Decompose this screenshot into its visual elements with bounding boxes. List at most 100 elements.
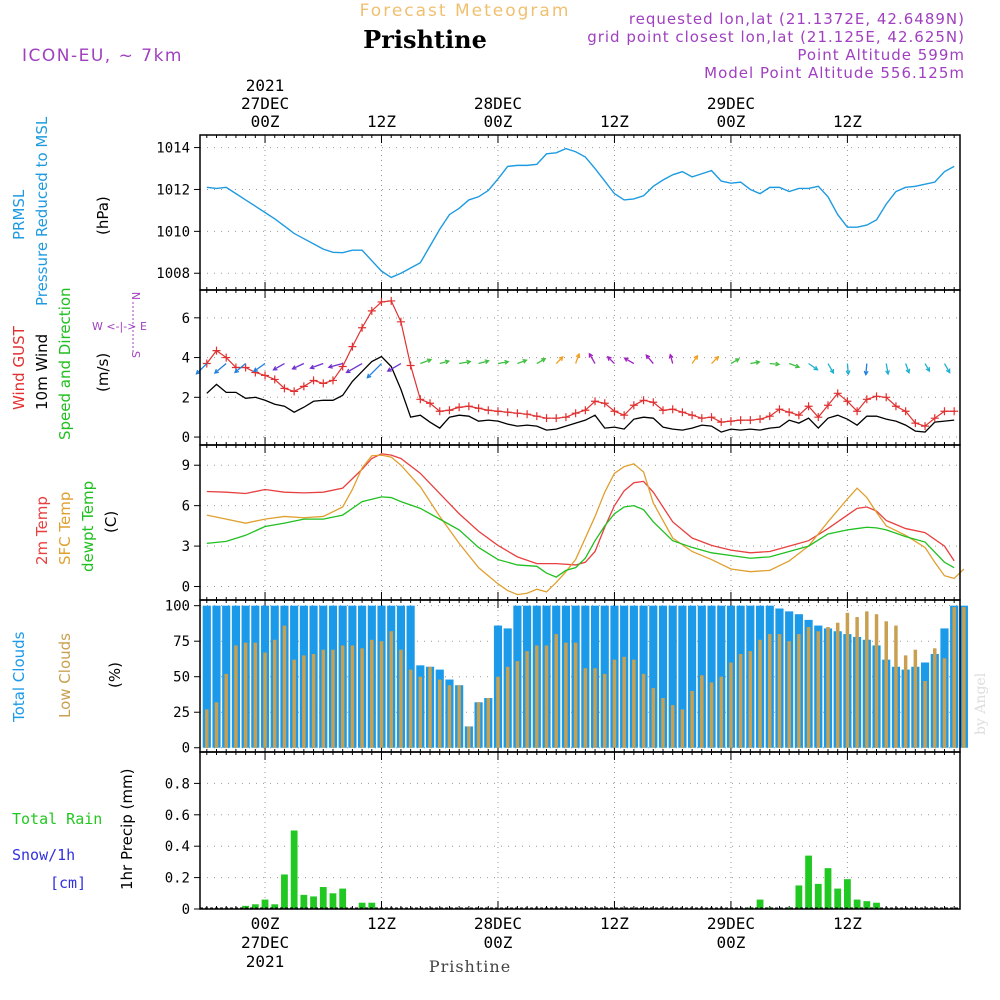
gust-marker	[377, 297, 386, 306]
wind-arrow-shaft	[517, 359, 527, 365]
low-cloud-bar	[768, 634, 772, 748]
compass-west-east: W <-|-> E	[92, 320, 147, 333]
wind-arrow-head	[466, 359, 472, 365]
low-cloud-bar	[263, 652, 267, 748]
gust-label: Wind GUST	[10, 325, 28, 410]
total-cloud-bar	[212, 605, 221, 748]
low-cloud-bar	[933, 648, 937, 748]
gust-marker	[523, 410, 532, 419]
wind-arrow	[711, 355, 720, 364]
y-tick-label: 0	[182, 580, 190, 596]
precip-unit: 1hr Precip (mm)	[118, 769, 136, 890]
low-cloud-bar	[253, 642, 258, 748]
low-cloud-bar	[797, 634, 801, 748]
top-time-label: 12Z	[833, 112, 862, 131]
total-cloud-bar	[678, 605, 687, 748]
dewpt-line	[206, 496, 955, 578]
low-cloud-bar	[680, 709, 685, 748]
gust-marker	[775, 405, 784, 414]
low-cloud-bar	[603, 673, 607, 748]
gust-marker	[503, 408, 512, 417]
wind-arrow	[943, 363, 951, 374]
low-cloud-bar	[632, 659, 636, 748]
gust-marker	[591, 397, 600, 406]
prmsl-label-2: Pressure Reduced to MSL	[33, 116, 51, 306]
rain-bar	[281, 874, 288, 909]
y-tick-label: 9	[182, 458, 190, 474]
gust-line	[206, 300, 955, 427]
wind-arrow	[924, 363, 931, 373]
rain-bar	[824, 868, 832, 909]
rain-bar	[242, 905, 250, 909]
y-tick-label: 0	[182, 430, 190, 446]
bottom-time-label: 12Z	[600, 914, 629, 933]
wind-arrow-shaft	[750, 361, 760, 365]
y-tick-label: 1008	[156, 266, 190, 282]
gust-marker	[668, 405, 677, 414]
wind-arrow-head	[345, 368, 351, 374]
wind-arrow-head	[829, 368, 835, 375]
wind-arrow	[555, 356, 564, 364]
low-cloud-bar	[457, 685, 461, 748]
rain-bar	[310, 896, 317, 909]
wind-arrow	[645, 354, 654, 364]
gust-marker	[600, 399, 609, 408]
wind-arrow	[213, 363, 227, 374]
wind-arrow-head	[693, 354, 699, 360]
low-cloud-bar	[952, 607, 956, 748]
y-tick-label: 0.4	[165, 839, 190, 855]
wind-arrow	[233, 363, 247, 374]
wind-arrow-shaft	[310, 362, 324, 369]
wind-arrow-shaft	[253, 362, 266, 372]
prmsl-label: PRMSL	[10, 189, 28, 240]
wind-arrow-head	[588, 352, 594, 358]
low-cloud-bar	[923, 680, 927, 748]
low-cloud-bar	[302, 655, 306, 748]
wind-arrow-head	[795, 363, 801, 369]
rain-bar	[339, 888, 347, 909]
gust-marker	[891, 402, 900, 411]
wind-arrow-shaft	[366, 363, 382, 379]
low-clouds-label: Low Clouds	[56, 633, 74, 718]
low-cloud-bar	[826, 626, 830, 748]
gust-marker	[872, 392, 881, 401]
wind-arrow-head	[845, 370, 851, 376]
low-cloud-bar	[816, 631, 821, 748]
rain-bar	[795, 885, 803, 909]
rain-bar	[863, 901, 871, 909]
rain-bar	[805, 855, 812, 909]
rain-bar	[358, 902, 366, 909]
low-cloud-bar	[389, 631, 393, 748]
wind-arrow-shaft	[555, 356, 564, 364]
wind-arrow-shaft	[711, 356, 719, 364]
low-cloud-bar	[845, 612, 850, 748]
y-tick-label: 25	[173, 705, 190, 721]
gust-marker	[348, 342, 357, 351]
gust-marker	[639, 396, 648, 405]
wind-arrow-head	[252, 367, 258, 373]
wind-arrow-shaft	[196, 363, 208, 375]
wind-arrow	[769, 361, 781, 367]
low-cloud-bar	[806, 626, 811, 748]
y-tick-label: 3	[182, 539, 190, 555]
panel-frame	[199, 134, 961, 291]
wind-arrow	[195, 363, 208, 375]
low-cloud-bar	[205, 709, 209, 748]
bottom-time-label: 00Z	[484, 933, 513, 952]
wind-arrow-head	[541, 358, 547, 363]
wind-arrow-head	[905, 368, 911, 375]
prmsl-unit: (hPa)	[94, 196, 112, 235]
rain-bar	[319, 887, 327, 909]
low-cloud-bar	[321, 649, 326, 748]
footer-location: Prishtine	[429, 957, 511, 976]
compass-north: N	[130, 292, 143, 300]
wind-arrow	[420, 358, 433, 365]
wind-arrow-shaft	[645, 354, 654, 364]
wind-arrow-head	[775, 361, 781, 367]
wind-arrow	[345, 362, 363, 374]
rain-bar	[290, 830, 298, 909]
bottom-time-label: 2021	[246, 952, 285, 971]
wind-arrow-shaft	[273, 362, 285, 371]
low-cloud-bar	[234, 645, 238, 748]
bottom-time-label: 28DEC	[474, 914, 522, 933]
